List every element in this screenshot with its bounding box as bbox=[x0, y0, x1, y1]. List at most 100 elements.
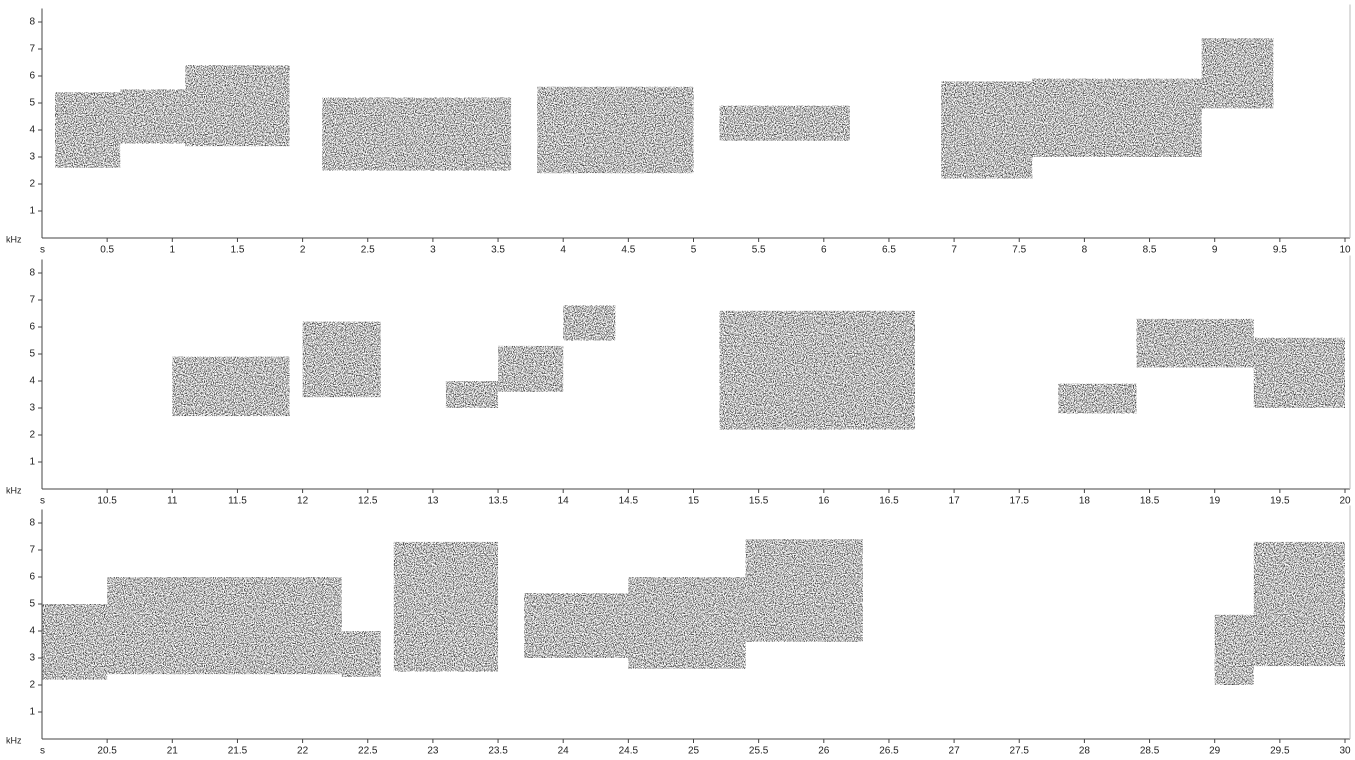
y-tick-label: 3 bbox=[29, 152, 35, 163]
x-tick-label: 28 bbox=[1079, 746, 1091, 757]
x-tick-label: 9 bbox=[1212, 245, 1218, 256]
x-tick-label: 10.5 bbox=[97, 496, 117, 507]
x-tick-label: 1 bbox=[170, 245, 176, 256]
syllable bbox=[120, 90, 185, 144]
y-tick-label: 7 bbox=[29, 295, 35, 306]
x-tick-label: 25 bbox=[688, 746, 700, 757]
x-tick-label: 21 bbox=[167, 746, 179, 757]
syllable bbox=[185, 65, 289, 146]
y-axis-label: kHz bbox=[6, 234, 22, 244]
y-tick-label: 1 bbox=[29, 457, 35, 468]
y-tick-label: 4 bbox=[29, 125, 35, 136]
y-tick-label: 6 bbox=[29, 71, 35, 82]
x-tick-label: 8 bbox=[1082, 245, 1088, 256]
syllable bbox=[941, 81, 1032, 178]
x-tick-label: 0.5 bbox=[100, 245, 114, 256]
x-tick-label: 27.5 bbox=[1010, 746, 1030, 757]
x-tick-label: 2 bbox=[300, 245, 306, 256]
syllable bbox=[720, 311, 915, 430]
x-tick-label: 8.5 bbox=[1143, 245, 1157, 256]
y-tick-label: 8 bbox=[29, 17, 35, 28]
x-tick-label: 26 bbox=[818, 746, 830, 757]
y-tick-label: 8 bbox=[29, 518, 35, 529]
x-tick-label: 30 bbox=[1339, 746, 1351, 757]
x-tick-label: 7 bbox=[951, 245, 957, 256]
y-tick-label: 7 bbox=[29, 44, 35, 55]
x-tick-label: 23 bbox=[427, 746, 439, 757]
y-axis-label: kHz bbox=[6, 485, 22, 495]
x-tick-label: 20 bbox=[1339, 496, 1351, 507]
y-tick-label: 3 bbox=[29, 653, 35, 664]
spectrogram-page: kHzs123456780.511.522.533.544.555.566.57… bbox=[0, 0, 1355, 760]
x-tick-label: 3 bbox=[430, 245, 436, 256]
x-tick-label: 22 bbox=[297, 746, 309, 757]
x-tick-label: 16 bbox=[818, 496, 830, 507]
syllable bbox=[746, 539, 863, 642]
x-tick-label: 4.5 bbox=[621, 245, 635, 256]
syllable bbox=[628, 577, 745, 669]
x-tick-label: 9.5 bbox=[1273, 245, 1287, 256]
syllable bbox=[172, 357, 289, 416]
x-axis-label: s bbox=[40, 496, 45, 507]
x-tick-label: 3.5 bbox=[491, 245, 505, 256]
x-tick-label: 17.5 bbox=[1010, 496, 1030, 507]
x-tick-label: 22.5 bbox=[358, 746, 378, 757]
x-tick-label: 1.5 bbox=[230, 245, 244, 256]
x-tick-label: 4 bbox=[560, 245, 566, 256]
syllable bbox=[1058, 384, 1136, 414]
syllable bbox=[498, 346, 563, 392]
y-tick-label: 4 bbox=[29, 376, 35, 387]
syllable bbox=[1032, 79, 1201, 157]
x-tick-label: 24 bbox=[558, 746, 570, 757]
syllable bbox=[303, 322, 381, 398]
x-tick-label: 11.5 bbox=[228, 496, 247, 507]
y-tick-label: 5 bbox=[29, 98, 35, 109]
x-tick-label: 25.5 bbox=[749, 746, 769, 757]
x-tick-label: 17 bbox=[949, 496, 961, 507]
syllable bbox=[446, 381, 498, 408]
y-tick-label: 8 bbox=[29, 268, 35, 279]
x-tick-label: 29 bbox=[1209, 746, 1221, 757]
x-tick-label: 14 bbox=[558, 496, 570, 507]
y-tick-label: 5 bbox=[29, 349, 35, 360]
syllable bbox=[563, 305, 615, 340]
syllable bbox=[322, 98, 511, 171]
x-tick-label: 14.5 bbox=[619, 496, 639, 507]
syllable bbox=[720, 106, 850, 141]
syllable bbox=[1137, 319, 1254, 368]
x-tick-label: 7.5 bbox=[1012, 245, 1026, 256]
x-tick-label: 26.5 bbox=[879, 746, 899, 757]
syllable bbox=[394, 542, 498, 672]
syllable bbox=[1254, 338, 1345, 408]
x-tick-label: 27 bbox=[949, 746, 961, 757]
syllable bbox=[55, 92, 120, 168]
x-axis-label: s bbox=[40, 245, 45, 256]
syllable bbox=[342, 631, 381, 677]
x-tick-label: 11 bbox=[167, 496, 178, 507]
y-tick-label: 7 bbox=[29, 545, 35, 556]
syllable bbox=[1215, 615, 1254, 685]
x-tick-label: 5 bbox=[691, 245, 697, 256]
x-tick-label: 19.5 bbox=[1270, 496, 1290, 507]
syllable bbox=[107, 577, 342, 674]
syllable bbox=[1202, 38, 1274, 108]
x-tick-label: 18.5 bbox=[1140, 496, 1160, 507]
x-tick-label: 16.5 bbox=[879, 496, 899, 507]
x-tick-label: 6 bbox=[821, 245, 827, 256]
y-tick-label: 4 bbox=[29, 626, 35, 637]
syllable bbox=[537, 87, 693, 173]
y-tick-label: 2 bbox=[29, 430, 35, 441]
x-tick-label: 5.5 bbox=[752, 245, 766, 256]
x-tick-label: 13.5 bbox=[488, 496, 508, 507]
y-axis-label: kHz bbox=[6, 735, 22, 745]
x-tick-label: 2.5 bbox=[361, 245, 375, 256]
x-tick-label: 19 bbox=[1209, 496, 1221, 507]
x-tick-label: 20.5 bbox=[97, 746, 117, 757]
x-tick-label: 23.5 bbox=[488, 746, 508, 757]
x-tick-label: 15 bbox=[688, 496, 700, 507]
x-tick-label: 21.5 bbox=[228, 746, 248, 757]
x-tick-label: 18 bbox=[1079, 496, 1091, 507]
